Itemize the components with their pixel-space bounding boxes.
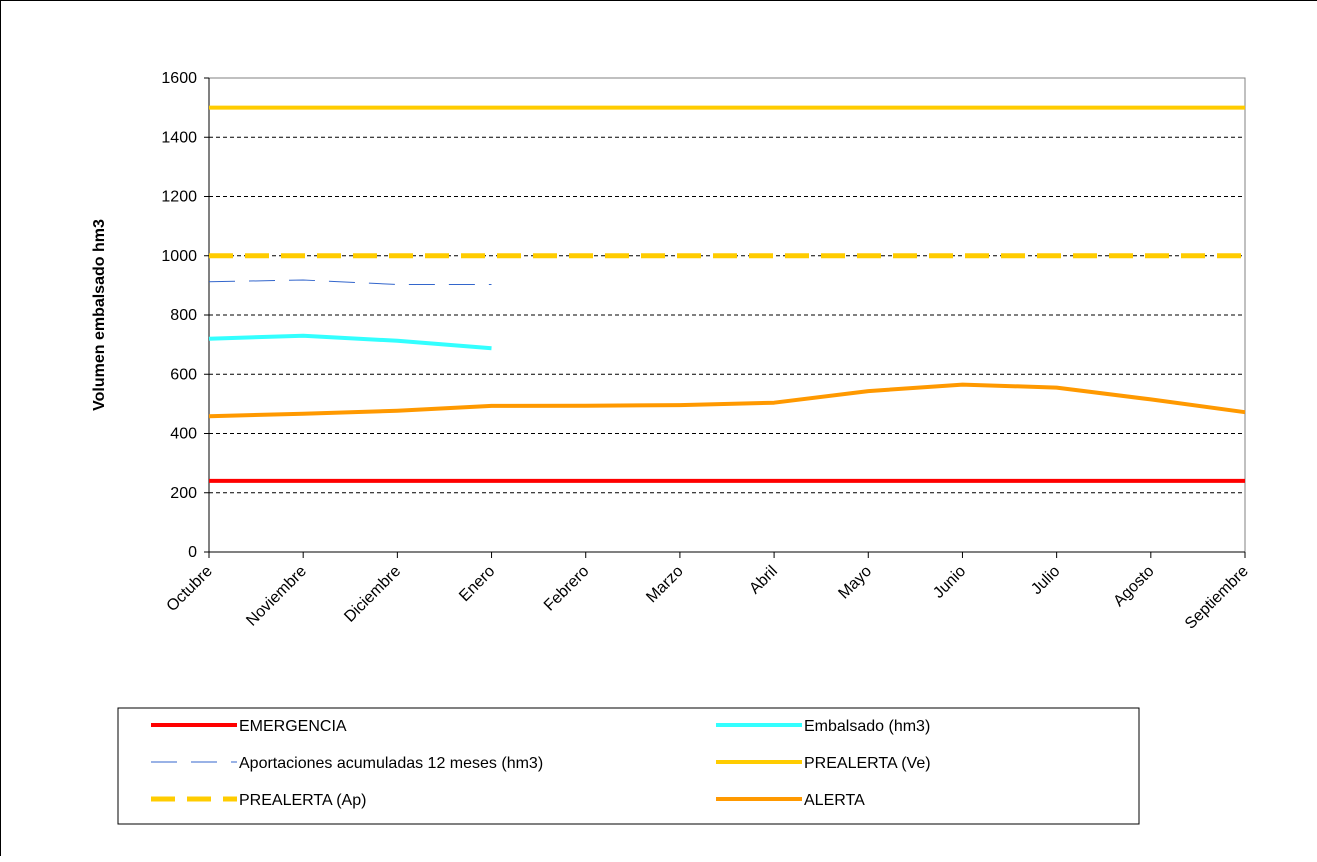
x-tick-label: Junio — [930, 563, 969, 602]
y-tick-label: 600 — [170, 366, 197, 383]
y-tick-label: 1000 — [161, 248, 197, 265]
series-line-2 — [208, 279, 492, 285]
x-tick-label: Septiembre — [1182, 563, 1252, 633]
series-line-1 — [208, 333, 492, 351]
y-tick-label: 400 — [170, 426, 197, 443]
y-tick-label: 200 — [170, 485, 197, 502]
y-axis-label: Volumen embalsado hm3 — [91, 219, 108, 411]
y-tick-label: 0 — [188, 544, 197, 561]
legend-entry-1: Embalsado (hm3) — [804, 718, 930, 735]
legend-entry-3: PREALERTA (Ve) — [804, 755, 931, 772]
axes: 0 200 400 600 800 1000 1200 1400 1600 Octubre Novi… — [161, 70, 1251, 633]
grid-lines — [209, 77, 1245, 494]
x-tick-label: Abril — [746, 563, 781, 598]
legend-entry-5: ALERTA — [804, 792, 865, 809]
x-tick-label: Octubre — [164, 563, 216, 615]
x-tick-label: Marzo — [643, 563, 687, 607]
legend-box — [117, 707, 1140, 825]
series-line-5 — [208, 382, 1246, 419]
x-tick-label: Agosto — [1110, 563, 1157, 610]
x-tick-label: Noviembre — [243, 563, 310, 630]
y-tick-label: 800 — [170, 307, 197, 324]
legend-entry-4: PREALERTA (Ap) — [239, 792, 366, 809]
y-tick-label: 1200 — [161, 189, 197, 206]
y-tick-label: 1600 — [161, 70, 197, 87]
x-tick-label: Febrero — [541, 563, 593, 615]
legend-entry-0: EMERGENCIA — [239, 718, 347, 735]
legend: EMERGENCIA Embalsado (hm3) Aportaciones ac… — [117, 707, 1140, 825]
x-tick-label: Enero — [456, 563, 498, 605]
x-tick-label: Diciembre — [341, 563, 404, 626]
legend-entry-2: Aportaciones acumuladas 12 meses (hm3) — [239, 755, 543, 772]
series-lines — [208, 105, 1246, 483]
y-tick-label: 1400 — [161, 129, 197, 146]
x-tick-label: Julio — [1028, 563, 1063, 598]
x-tick-label: Mayo — [835, 563, 875, 603]
